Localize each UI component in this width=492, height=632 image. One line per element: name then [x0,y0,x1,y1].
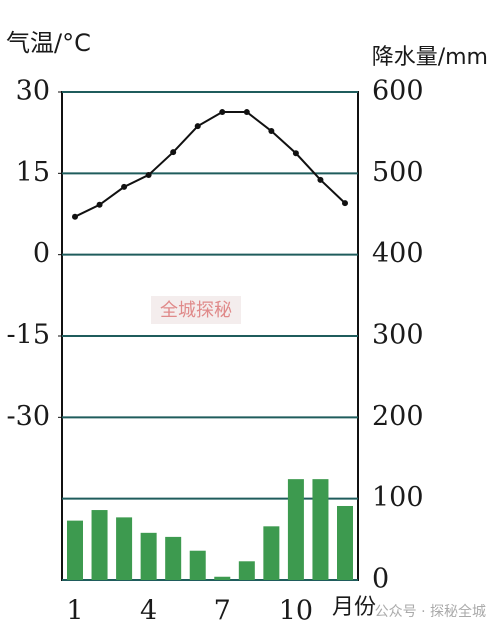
y2-tick-label: 400 [372,238,424,269]
y2-tick-label: 100 [372,482,424,513]
x-tick-label: 1 [66,596,83,627]
point [317,176,324,183]
point [170,149,177,156]
y-tick-label: -15 [7,320,50,351]
point [243,109,250,116]
bar [214,576,231,580]
x-tick-label: 10 [279,596,313,627]
bar [287,479,304,580]
y-tick-label: 30 [16,76,50,107]
watermark-bg [151,296,241,324]
point [121,183,128,190]
point [219,109,226,116]
watermark: 全城探秘 [160,300,232,321]
bar [140,532,157,580]
point [72,213,78,220]
bar [312,479,329,580]
y-tick-label: -30 [7,401,50,432]
bar [67,520,83,580]
y2-tick-label: 200 [372,401,424,432]
x-tick-label: 4 [140,596,157,627]
point [96,201,103,208]
watermark: 公众号 · 探秘全城 [375,603,486,620]
y-tick-label: 15 [16,157,50,188]
point [194,123,201,130]
y2-tick-label: 0 [372,564,389,595]
bar [238,561,255,580]
x-tick-label: 7 [214,596,231,627]
y2-tick-label: 300 [372,320,424,351]
point [342,200,348,207]
y-axis-title: 气温/°C [6,29,91,57]
bar [91,510,108,580]
y2-tick-label: 600 [372,76,424,107]
y2-tick-label: 500 [372,157,424,188]
line [74,111,346,218]
point [292,150,299,157]
bar [263,526,280,580]
bar [165,536,182,580]
x-unit-label: 月份 [332,595,376,620]
bar [337,505,353,580]
point [268,128,275,135]
point [145,171,152,178]
bar [116,517,133,580]
y-tick-label: 0 [33,238,50,269]
bar [189,550,206,580]
y2-axis-title: 降水量/mm [372,45,488,70]
